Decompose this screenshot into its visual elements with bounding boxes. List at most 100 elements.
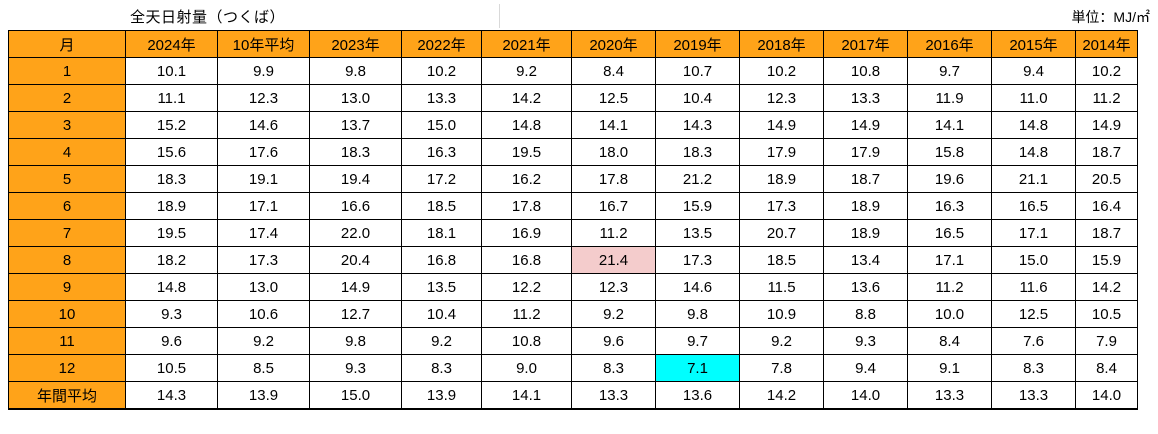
value-cell[interactable]: 10.6 [217, 300, 310, 328]
value-cell[interactable]: 14.8 [481, 111, 572, 139]
value-cell[interactable]: 9.2 [571, 300, 656, 328]
value-cell[interactable]: 17.9 [823, 138, 908, 166]
value-cell[interactable]: 16.7 [571, 192, 656, 220]
value-cell[interactable]: 16.5 [907, 219, 992, 247]
value-cell[interactable]: 18.9 [125, 192, 218, 220]
value-cell[interactable]: 12.3 [739, 84, 824, 112]
value-cell[interactable]: 15.0 [991, 246, 1076, 274]
value-cell[interactable]: 9.0 [481, 354, 572, 382]
value-cell[interactable]: 13.3 [907, 381, 992, 410]
value-cell[interactable]: 10.4 [401, 300, 482, 328]
value-cell[interactable]: 14.2 [481, 84, 572, 112]
row-label-cell[interactable]: 年間平均 [8, 381, 126, 410]
value-cell[interactable]: 10.8 [823, 57, 908, 85]
value-cell[interactable]: 9.4 [823, 354, 908, 382]
value-cell[interactable]: 17.9 [739, 138, 824, 166]
row-label-cell[interactable]: 3 [8, 111, 126, 139]
value-cell[interactable]: 14.8 [125, 273, 218, 301]
value-cell[interactable]: 10.0 [907, 300, 992, 328]
value-cell[interactable]: 11.1 [125, 84, 218, 112]
value-cell[interactable]: 14.9 [1075, 111, 1138, 139]
value-cell[interactable]: 13.4 [823, 246, 908, 274]
value-cell[interactable]: 11.2 [907, 273, 992, 301]
value-cell[interactable]: 13.5 [655, 219, 740, 247]
column-header[interactable]: 2023年 [309, 30, 402, 58]
value-cell[interactable]: 18.7 [1075, 138, 1138, 166]
value-cell[interactable]: 18.3 [309, 138, 402, 166]
value-cell[interactable]: 16.3 [401, 138, 482, 166]
value-cell[interactable]: 10.4 [655, 84, 740, 112]
row-label-cell[interactable]: 6 [8, 192, 126, 220]
value-cell[interactable]: 20.5 [1075, 165, 1138, 193]
value-cell[interactable]: 13.0 [217, 273, 310, 301]
value-cell[interactable]: 10.8 [481, 327, 572, 355]
value-cell[interactable]: 14.8 [991, 138, 1076, 166]
value-cell[interactable]: 13.3 [991, 381, 1076, 410]
row-label-cell[interactable]: 12 [8, 354, 126, 382]
value-cell[interactable]: 14.3 [655, 111, 740, 139]
column-header[interactable]: 月 [8, 30, 126, 58]
value-cell[interactable]: 9.2 [739, 327, 824, 355]
value-cell[interactable]: 16.4 [1075, 192, 1138, 220]
value-cell[interactable]: 10.2 [1075, 57, 1138, 85]
value-cell[interactable]: 7.9 [1075, 327, 1138, 355]
value-cell[interactable]: 16.8 [481, 246, 572, 274]
row-label-cell[interactable]: 11 [8, 327, 126, 355]
value-cell[interactable]: 18.3 [125, 165, 218, 193]
value-cell[interactable]: 8.8 [823, 300, 908, 328]
column-header[interactable]: 10年平均 [217, 30, 310, 58]
column-header[interactable]: 2022年 [401, 30, 482, 58]
value-cell[interactable]: 15.9 [655, 192, 740, 220]
value-cell[interactable]: 18.7 [823, 165, 908, 193]
value-cell[interactable]: 10.9 [739, 300, 824, 328]
value-cell[interactable]: 22.0 [309, 219, 402, 247]
value-cell[interactable]: 9.4 [991, 57, 1076, 85]
value-cell[interactable]: 9.3 [823, 327, 908, 355]
value-cell[interactable]: 14.1 [907, 111, 992, 139]
value-cell[interactable]: 12.5 [991, 300, 1076, 328]
column-header[interactable]: 2016年 [907, 30, 992, 58]
value-cell[interactable]: 17.2 [401, 165, 482, 193]
column-header[interactable]: 2018年 [739, 30, 824, 58]
value-cell[interactable]: 18.0 [571, 138, 656, 166]
value-cell[interactable]: 13.3 [401, 84, 482, 112]
value-cell[interactable]: 14.6 [655, 273, 740, 301]
value-cell[interactable]: 18.2 [125, 246, 218, 274]
value-cell[interactable]: 14.1 [571, 111, 656, 139]
value-cell[interactable]: 8.5 [217, 354, 310, 382]
value-cell[interactable]: 13.9 [401, 381, 482, 410]
value-cell[interactable]: 15.0 [401, 111, 482, 139]
row-label-cell[interactable]: 5 [8, 165, 126, 193]
value-cell[interactable]: 18.7 [1075, 219, 1138, 247]
value-cell[interactable]: 17.4 [217, 219, 310, 247]
value-cell[interactable]: 18.9 [823, 219, 908, 247]
value-cell[interactable]: 11.5 [739, 273, 824, 301]
value-cell[interactable]: 9.8 [655, 300, 740, 328]
value-cell[interactable]: 9.6 [125, 327, 218, 355]
value-cell[interactable]: 16.3 [907, 192, 992, 220]
value-cell[interactable]: 19.6 [907, 165, 992, 193]
value-cell[interactable]: 14.0 [823, 381, 908, 410]
value-cell[interactable]: 18.9 [823, 192, 908, 220]
value-cell[interactable]: 9.3 [309, 354, 402, 382]
value-cell[interactable]: 9.8 [309, 327, 402, 355]
value-cell[interactable]: 14.6 [217, 111, 310, 139]
row-label-cell[interactable]: 2 [8, 84, 126, 112]
value-cell[interactable]: 14.9 [739, 111, 824, 139]
value-cell[interactable]: 18.3 [655, 138, 740, 166]
value-cell[interactable]: 16.9 [481, 219, 572, 247]
value-cell[interactable]: 15.8 [907, 138, 992, 166]
value-cell[interactable]: 11.0 [991, 84, 1076, 112]
value-cell[interactable]: 13.6 [655, 381, 740, 410]
column-header[interactable]: 2020年 [571, 30, 656, 58]
value-cell[interactable]: 13.7 [309, 111, 402, 139]
value-cell[interactable]: 17.1 [991, 219, 1076, 247]
value-cell[interactable]: 20.7 [739, 219, 824, 247]
value-cell[interactable]: 10.5 [1075, 300, 1138, 328]
value-cell[interactable]: 19.4 [309, 165, 402, 193]
value-cell[interactable]: 15.0 [309, 381, 402, 410]
value-cell[interactable]: 8.4 [907, 327, 992, 355]
value-cell[interactable]: 11.2 [481, 300, 572, 328]
value-cell[interactable]: 17.6 [217, 138, 310, 166]
value-cell[interactable]: 21.2 [655, 165, 740, 193]
